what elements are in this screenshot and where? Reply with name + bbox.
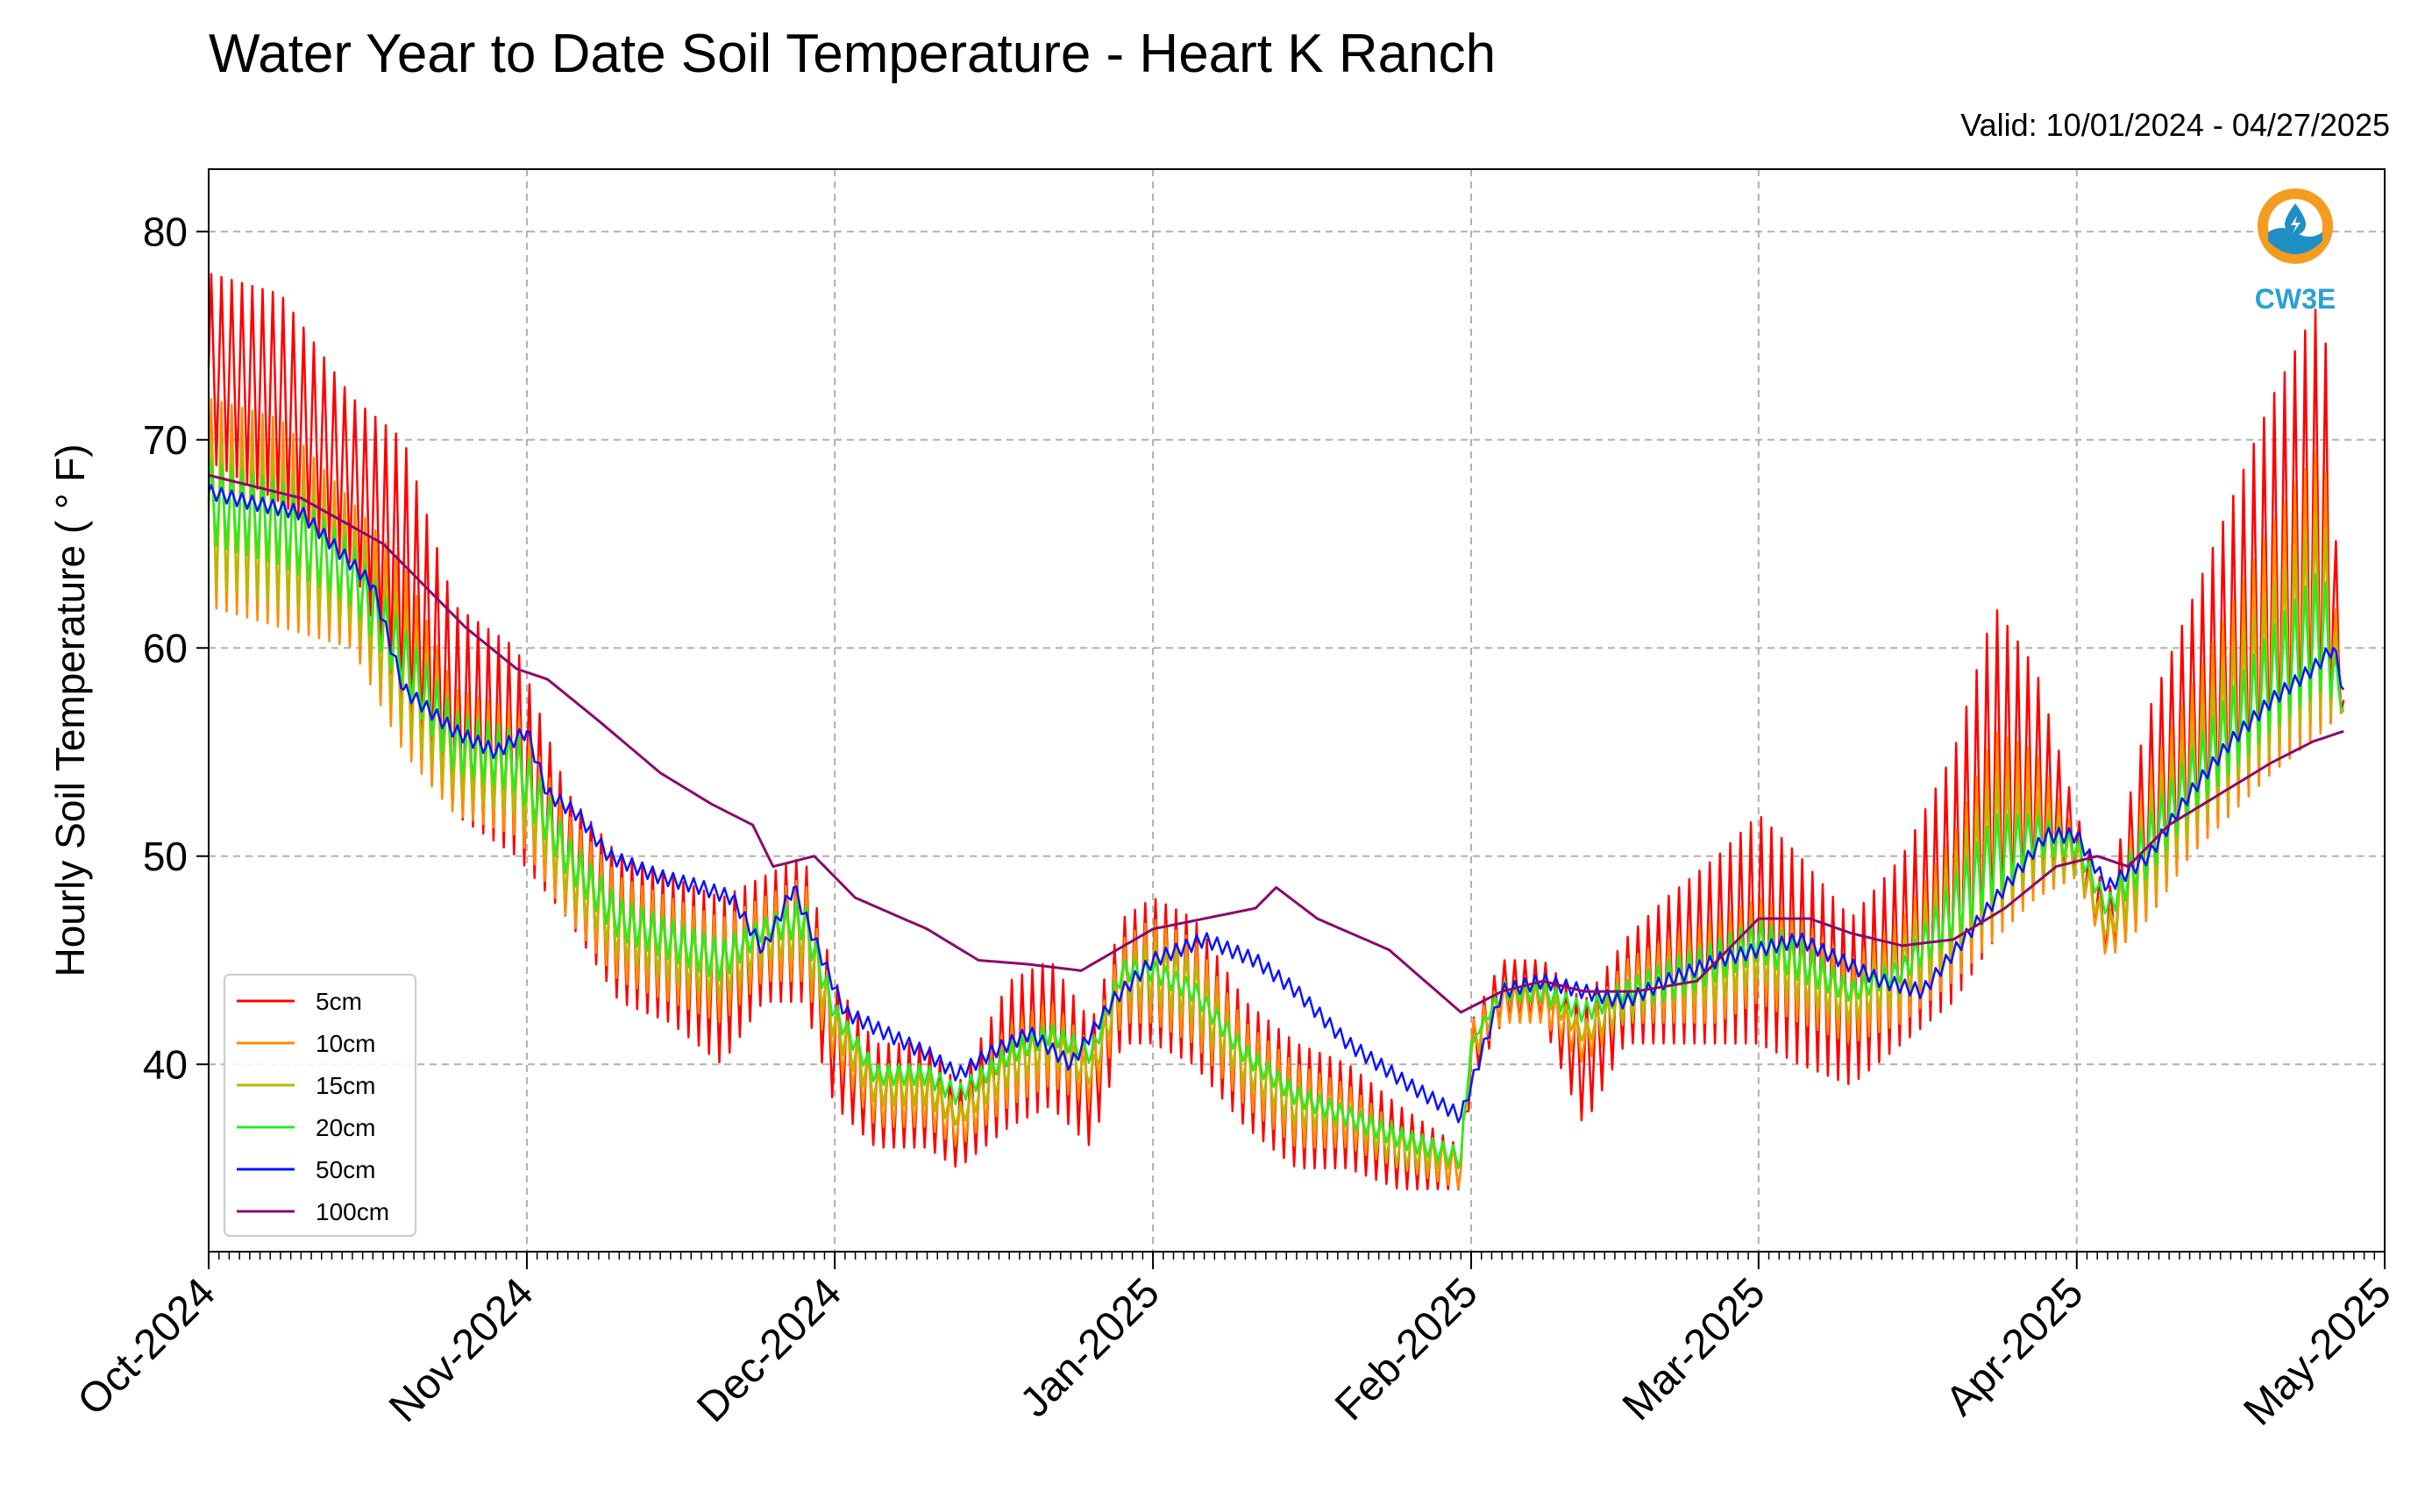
series-line-100cm <box>208 473 2344 1014</box>
x-tick-label: Nov-2024 <box>380 1269 543 1431</box>
legend-label-50cm: 50cm <box>316 1156 375 1183</box>
series-lines <box>207 273 2345 1191</box>
legend-label-20cm: 20cm <box>316 1114 375 1141</box>
legend-label-5cm: 5cm <box>316 988 362 1015</box>
series-line-20cm <box>207 460 2345 1169</box>
x-tick-label: Jan-2025 <box>1012 1269 1169 1426</box>
x-tick-label: Dec-2024 <box>688 1269 850 1431</box>
x-tick-label: Oct-2024 <box>69 1269 224 1424</box>
y-tick-label: 50 <box>143 834 188 879</box>
x-tick-label: Feb-2025 <box>1326 1269 1487 1430</box>
series-line-15cm <box>207 439 2344 1170</box>
axis-ticks <box>196 231 2386 1269</box>
logo-water <box>2268 228 2322 254</box>
y-tick-label: 60 <box>143 625 188 671</box>
logo-text: CW3E <box>2255 283 2336 315</box>
chart-title: Water Year to Date Soil Temperature - He… <box>209 24 1497 84</box>
y-tick-label: 40 <box>143 1041 188 1087</box>
legend-label-15cm: 15cm <box>316 1072 375 1099</box>
valid-date-range: Valid: 10/01/2024 - 04/27/2025 <box>1960 107 2390 143</box>
cw3e-logo: CW3E <box>2255 188 2336 315</box>
series-line-50cm <box>207 484 2345 1124</box>
legend-label-100cm: 100cm <box>316 1198 389 1225</box>
x-tick-label: Mar-2025 <box>1614 1269 1774 1430</box>
y-tick-label: 80 <box>143 209 188 254</box>
logo-bolt-icon <box>2291 216 2301 233</box>
y-tick-label: 70 <box>143 417 188 463</box>
legend: 5cm 10cm 15cm 20cm 50cm 100cm <box>224 974 416 1237</box>
x-tick-label: May-2025 <box>2235 1269 2400 1434</box>
legend-label-10cm: 10cm <box>316 1030 375 1057</box>
x-tick-label: Apr-2025 <box>1937 1269 2092 1424</box>
y-axis-label: Hourly Soil Temperature ( ° F) <box>47 444 93 976</box>
